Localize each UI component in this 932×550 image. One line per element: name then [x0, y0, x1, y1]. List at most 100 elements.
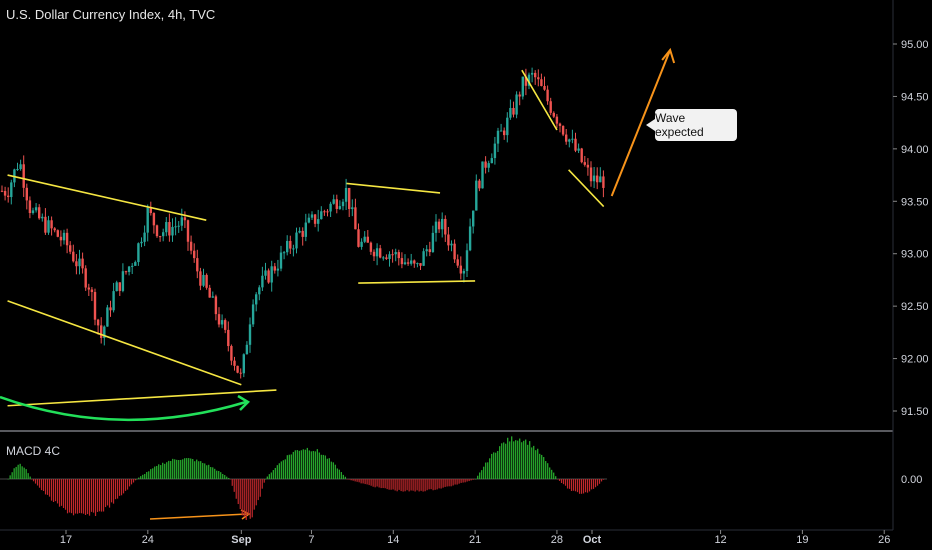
- candle-body: [320, 211, 323, 220]
- candle-body: [183, 217, 187, 221]
- macd-bar: [196, 459, 198, 479]
- candle-body: [174, 226, 177, 228]
- macd-bar: [168, 460, 170, 479]
- macd-bar: [384, 479, 386, 489]
- macd-bar: [34, 479, 37, 484]
- macd-bar: [477, 475, 479, 479]
- green-arc-arrowhead: [237, 394, 251, 411]
- candle-body: [307, 217, 311, 223]
- candle-body: [53, 228, 56, 231]
- macd-bar: [525, 439, 527, 479]
- macd-bar: [444, 479, 446, 487]
- macd-bar: [416, 479, 418, 491]
- macd-bar: [282, 460, 284, 479]
- macd-bar: [558, 479, 561, 481]
- macd-bar: [66, 479, 69, 514]
- macd-bar: [46, 479, 49, 495]
- macd-bar: [362, 479, 364, 484]
- candle-body: [512, 107, 515, 115]
- macd-bar: [280, 461, 282, 479]
- macd-divergence-line: [149, 513, 248, 520]
- candle-body: [540, 79, 543, 87]
- macd-bar: [182, 459, 184, 479]
- macd-bar: [505, 443, 507, 479]
- candle-body: [437, 221, 441, 230]
- macd-bar: [456, 479, 458, 485]
- candle-body: [354, 207, 357, 230]
- candle-body: [450, 243, 453, 246]
- candle-body: [372, 251, 376, 257]
- macd-bar: [594, 479, 597, 488]
- macd-bar: [517, 440, 519, 479]
- macd-title: MACD 4C: [6, 444, 61, 458]
- axes-group: 95.00 94.50 94.00 93.50 93.00 92.50 92.00 91.50…: [60, 39, 929, 546]
- candle-body: [236, 365, 239, 373]
- candle-body: [453, 243, 456, 260]
- macd-bar: [507, 437, 509, 479]
- candle-body: [127, 266, 131, 273]
- candle-body: [530, 72, 534, 75]
- macd-bar: [364, 479, 366, 485]
- macd-bar: [216, 470, 218, 479]
- macd-bar: [324, 455, 326, 479]
- candle-body: [561, 125, 565, 135]
- y-tick-label: 93.50: [901, 196, 929, 208]
- candle-body: [558, 123, 562, 126]
- x-tick-label: 17: [60, 534, 72, 546]
- candle-body: [96, 319, 100, 326]
- candle-body: [279, 252, 283, 269]
- macd-bar: [531, 447, 533, 479]
- candle-body: [248, 324, 252, 345]
- macd-bar: [15, 466, 17, 479]
- x-tick-label: 12: [714, 534, 726, 546]
- macd-bar: [19, 463, 21, 479]
- candle-body: [155, 225, 159, 237]
- candle-body: [78, 258, 81, 267]
- macd-bar: [294, 450, 296, 479]
- candle-body: [549, 101, 552, 113]
- candle-body: [323, 211, 326, 213]
- macd-bar: [174, 459, 176, 479]
- macd-bar: [398, 479, 400, 490]
- macd-bar: [479, 472, 481, 479]
- macd-bar: [338, 469, 340, 479]
- macd-bar: [156, 465, 158, 479]
- macd-bar: [126, 479, 129, 490]
- candle-body: [577, 148, 580, 151]
- macd-bar: [410, 479, 412, 491]
- candle-body: [472, 210, 475, 227]
- candle-body: [527, 74, 531, 86]
- candle-body: [224, 320, 227, 330]
- candle-body: [552, 112, 555, 117]
- macd-bar: [576, 479, 579, 493]
- macd-bar: [62, 479, 65, 508]
- candle-body: [521, 76, 524, 97]
- macd-bar: [414, 479, 416, 492]
- macd-bar: [320, 454, 322, 479]
- candle-body: [503, 130, 506, 136]
- macd-bar: [388, 479, 390, 490]
- macd-bar: [170, 460, 172, 479]
- macd-bar: [420, 479, 422, 491]
- macd-bar: [29, 476, 31, 479]
- candle-body: [137, 243, 140, 263]
- macd-bar: [578, 479, 581, 494]
- macd-bar: [17, 464, 19, 479]
- candle-body: [22, 164, 25, 188]
- macd-bar: [245, 479, 247, 520]
- candle-body: [357, 229, 360, 247]
- candle-body: [360, 241, 363, 247]
- macd-bar: [278, 463, 280, 479]
- candle-body: [208, 287, 211, 298]
- candle-body: [220, 320, 224, 325]
- macd-bar: [464, 479, 466, 483]
- y-tick-label: 92.00: [901, 354, 929, 366]
- macd-bar: [592, 479, 595, 489]
- macd-bar: [543, 457, 545, 479]
- macd-bar: [596, 479, 599, 486]
- candle-body: [422, 251, 425, 266]
- macd-bar: [224, 475, 226, 479]
- macd-bar: [382, 479, 384, 489]
- candle-body: [193, 250, 196, 259]
- macd-bar: [588, 479, 591, 492]
